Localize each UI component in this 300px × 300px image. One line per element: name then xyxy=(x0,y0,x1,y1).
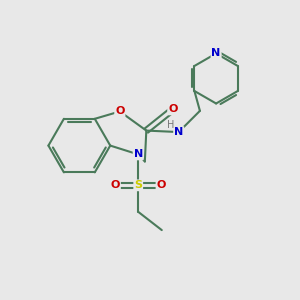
Text: N: N xyxy=(212,48,221,59)
Text: S: S xyxy=(134,180,142,190)
Text: O: O xyxy=(115,106,124,116)
Text: O: O xyxy=(157,180,166,190)
Text: H: H xyxy=(167,120,174,130)
Text: O: O xyxy=(168,104,178,114)
Text: N: N xyxy=(174,127,183,137)
Text: N: N xyxy=(134,149,143,159)
Text: O: O xyxy=(111,180,120,190)
